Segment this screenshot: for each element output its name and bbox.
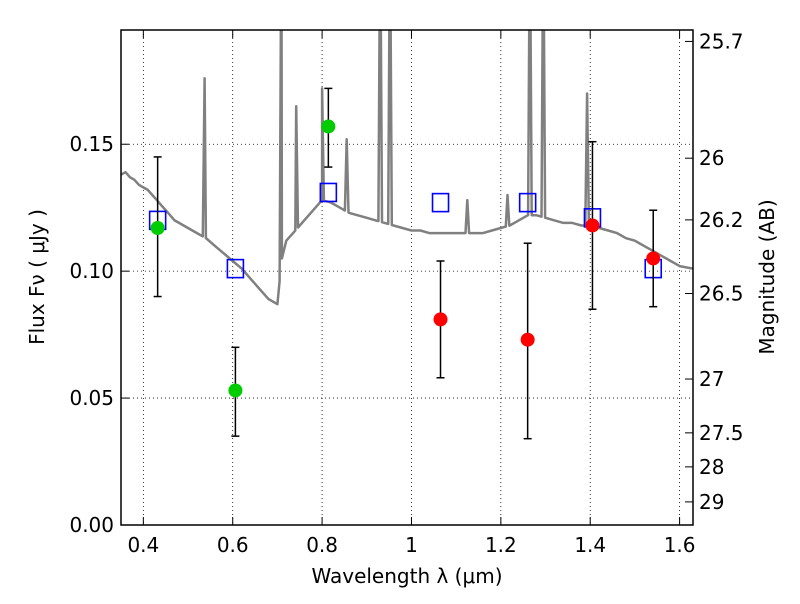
y-tick-label: 0.15 <box>69 132 114 156</box>
mag-tick-label: 25.7 <box>699 29 744 53</box>
observed-flux-point <box>321 119 336 134</box>
plot-frame <box>120 29 694 526</box>
observed-flux-point <box>433 312 448 327</box>
model-spectrum-line <box>121 30 693 306</box>
x-tick-label: 0.4 <box>127 533 159 557</box>
mag-tick-label: 26.2 <box>699 208 744 232</box>
y-tick-label: 0.00 <box>69 513 114 537</box>
y-tick-label: 0.05 <box>69 386 114 410</box>
mag-tick-label: 27 <box>699 367 724 391</box>
photometry-markers <box>148 87 663 440</box>
grid <box>121 30 693 526</box>
model-spectrum <box>121 30 693 306</box>
model-band-square <box>319 182 338 203</box>
x-axis-title: Wavelength λ (μm) <box>311 564 502 588</box>
model-band-square <box>226 258 245 279</box>
x-tick-label: 0.6 <box>217 533 249 557</box>
x-tick-label: 1.2 <box>485 533 517 557</box>
observed-flux-point <box>150 221 165 235</box>
model-band-square <box>431 192 450 213</box>
mag-tick-label: 28 <box>699 455 724 479</box>
mag-tick-label: 29 <box>699 490 724 514</box>
y-tick-label: 0.10 <box>69 259 114 283</box>
model-band-square <box>518 192 537 213</box>
x-tick-label: 1.6 <box>664 533 696 557</box>
x-tick-label: 1 <box>405 533 418 557</box>
mag-tick-label: 27.5 <box>699 421 744 445</box>
y-axis-title: Flux Fν ( μJy ) <box>25 209 49 345</box>
observed-flux-point <box>228 383 243 398</box>
x-tick-label: 0.8 <box>306 533 338 557</box>
x-tick-label: 1.4 <box>574 533 606 557</box>
axis-ticks: 0.4 0.6 0.8 1 1.2 1.4 1.6 0.00 0.05 0.10 0.15 25.7 2… <box>69 29 743 557</box>
observed-flux-point <box>520 332 535 347</box>
observed-flux-point <box>646 251 661 266</box>
mag-tick-label: 26 <box>699 146 724 170</box>
mag-tick-label: 26.5 <box>699 281 744 305</box>
observed-flux-point <box>585 218 600 233</box>
y2-axis-title: Magnitude (AB) <box>755 199 779 354</box>
